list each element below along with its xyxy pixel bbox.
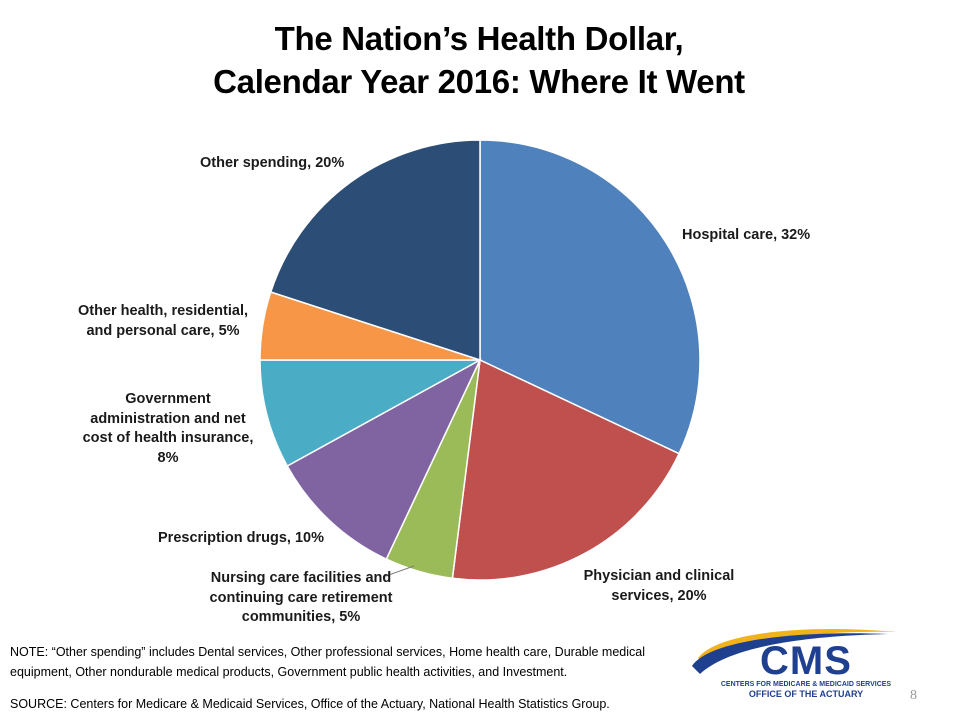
label-line: 8% xyxy=(157,449,179,466)
label-physician-services: Physician and clinical services, 20% xyxy=(579,567,739,606)
label-line: and personal care, 5% xyxy=(86,322,240,339)
nursing-leader-line xyxy=(382,565,415,578)
label-hospital-care: Hospital care, 32% xyxy=(682,227,811,243)
note-text: NOTE: “Other spending” includes Dental s… xyxy=(10,645,645,679)
page-number: 8 xyxy=(910,688,917,703)
logo-swoosh-blue xyxy=(692,633,888,674)
chart-title-line-1: The Nation’s Health Dollar, xyxy=(274,20,684,57)
pie-slice-hospital-care xyxy=(479,139,701,455)
label-line: cost of health insurance, xyxy=(82,430,254,446)
label-line: communities, 5% xyxy=(241,609,361,625)
pie-slice-government-administration-and-net-cost-of-health-insurance xyxy=(259,359,481,468)
label-line: continuing care retirement xyxy=(209,589,393,606)
logo-line-2: OFFICE OF THE ACTUARY xyxy=(749,689,863,699)
label-line: Physician and clinical xyxy=(583,568,735,584)
label-line: administration and net xyxy=(90,410,246,427)
label-line: Government xyxy=(125,391,211,407)
logo-cms-text: CMS xyxy=(760,639,852,683)
pie-slice-other-spending xyxy=(269,139,481,362)
label-other-health: Other health, residential, and personal … xyxy=(68,302,258,341)
label-line: Nursing care facilities and xyxy=(210,570,392,586)
label-line: services, 20% xyxy=(611,587,707,604)
pie-slice-physician-and-clinical-services xyxy=(451,358,681,581)
label-prescription-drugs: Prescription drugs, 10% xyxy=(158,530,324,546)
chart-title-line-2: Calendar Year 2016: Where It Went xyxy=(213,63,745,100)
pie-chart xyxy=(259,139,701,581)
label-government-administration: Government administration and net cost o… xyxy=(78,390,258,468)
logo-swoosh-gold xyxy=(698,629,896,664)
pie-slice-prescription-drugs xyxy=(286,358,482,561)
logo-line-1: CENTERS FOR MEDICARE & MEDICAID SERVICES xyxy=(721,681,892,688)
label-line: Other health, residential, xyxy=(77,303,248,319)
source-text: SOURCE: Centers for Medicare & Medicaid … xyxy=(10,697,610,711)
label-nursing-care: Nursing care facilities and continuing c… xyxy=(196,569,406,628)
label-other-spending: Other spending, 20% xyxy=(200,155,345,171)
cms-logo: CMS CENTERS FOR MEDICARE & MEDICAID SERV… xyxy=(692,629,896,699)
